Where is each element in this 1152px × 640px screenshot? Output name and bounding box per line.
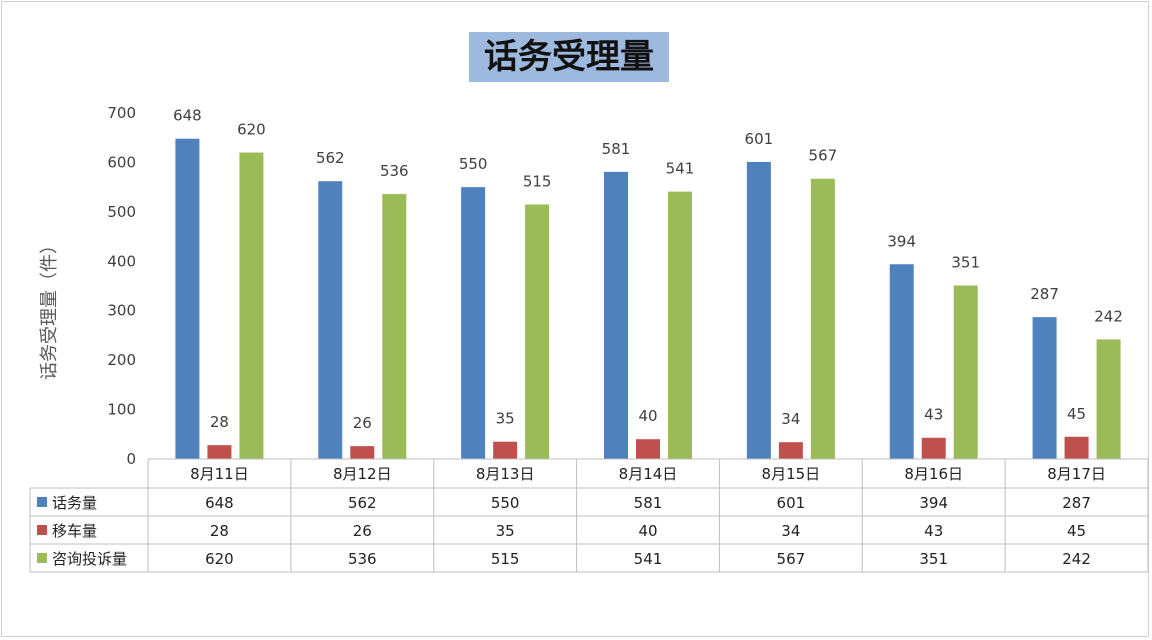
category-label: 8月17日 [1047,465,1106,483]
data-label: 26 [353,414,372,432]
bar [1064,436,1089,459]
bar [953,285,978,459]
table-cell: 536 [348,550,377,568]
table-cell: 34 [781,522,800,540]
data-label: 581 [602,140,631,158]
table-cell: 35 [496,522,515,540]
bar [921,437,946,459]
category-label: 8月14日 [619,465,678,483]
legend-label: 话务量 [52,494,97,512]
bar [493,441,518,459]
bar [239,152,264,460]
table-cell: 601 [777,494,806,512]
y-tick-label: 400 [107,252,136,270]
bar [350,446,375,459]
bar [525,204,550,459]
bar [318,181,343,459]
table-cell: 26 [353,522,372,540]
legend-swatch [37,553,47,563]
data-label: 28 [210,413,229,431]
y-tick-label: 100 [107,401,136,419]
bar [382,194,407,459]
table-cell: 581 [634,494,663,512]
y-tick-label: 200 [107,351,136,369]
bar [461,187,486,459]
table-cell: 40 [638,522,657,540]
table-cell: 287 [1062,494,1091,512]
table-cell: 351 [919,550,948,568]
bar [668,191,692,459]
table-cell: 43 [924,522,943,540]
bar [207,445,232,459]
bar [889,264,914,459]
bar [1032,317,1057,459]
y-tick-label: 0 [126,450,136,468]
category-label: 8月16日 [904,465,963,483]
data-label: 242 [1094,307,1123,325]
data-label: 287 [1030,285,1059,303]
category-label: 8月12日 [333,465,392,483]
legend-label: 咨询投诉量 [52,550,127,568]
bar [746,161,771,460]
y-tick-label: 300 [107,302,136,320]
y-tick-label: 700 [107,104,136,122]
data-label: 562 [316,149,345,167]
legend-swatch [37,497,47,507]
data-label: 567 [809,147,838,165]
data-label: 43 [924,406,943,424]
chart-title: 话务受理量 [469,32,669,82]
bar [636,439,660,459]
table-cell: 567 [777,550,806,568]
data-label: 648 [173,107,202,125]
category-label: 8月15日 [762,465,821,483]
table-cell: 562 [348,494,377,512]
data-label: 394 [887,232,916,250]
data-label: 351 [951,254,980,272]
table-cell: 394 [919,494,948,512]
data-label: 536 [380,162,409,180]
bar [778,442,803,459]
table-cell: 515 [491,550,520,568]
data-label: 40 [638,407,657,425]
y-tick-label: 500 [107,203,136,221]
data-label: 45 [1067,405,1086,423]
data-label: 550 [459,155,488,173]
y-tick-label: 600 [107,153,136,171]
data-label: 541 [666,160,695,178]
legend-swatch [37,525,47,535]
category-label: 8月13日 [476,465,535,483]
table-cell: 620 [205,550,234,568]
bar [604,171,628,459]
table-cell: 550 [491,494,520,512]
category-label: 8月11日 [190,465,249,483]
data-label: 35 [496,410,515,428]
table-cell: 45 [1067,522,1086,540]
data-label: 620 [237,121,266,139]
bar [1096,339,1121,459]
bar [810,178,835,460]
data-label: 34 [781,410,800,428]
data-label: 601 [745,130,774,148]
bar [175,138,200,459]
legend-label: 移车量 [52,522,97,540]
data-label: 515 [523,172,552,190]
table-cell: 648 [205,494,234,512]
table-cell: 28 [210,522,229,540]
table-cell: 541 [634,550,663,568]
table-cell: 242 [1062,550,1091,568]
